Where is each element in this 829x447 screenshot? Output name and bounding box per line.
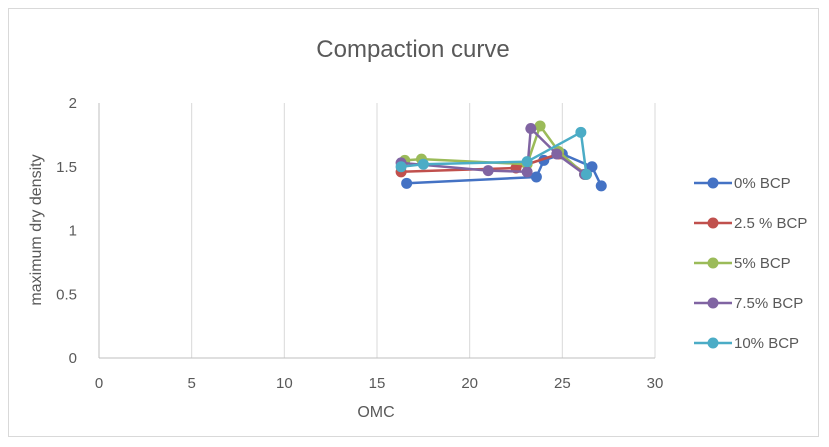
y-tick-label: 0.5: [56, 286, 77, 303]
y-axis-label: maximum dry density: [28, 154, 45, 305]
legend-item: 2.5 % BCP: [694, 215, 807, 232]
x-tick-label: 20: [461, 375, 478, 392]
x-tick-label: 5: [187, 375, 195, 392]
data-point: [521, 166, 533, 178]
data-point: [580, 168, 592, 180]
data-point: [521, 156, 533, 168]
legend-label: 5% BCP: [734, 255, 791, 272]
gridlines: [191, 103, 656, 358]
data-point: [395, 161, 407, 173]
legend-marker: [707, 297, 719, 309]
axes: 0 5 10 15 20 25 30 0 0.5 1 1.5 2: [56, 95, 663, 392]
legend-label: 2.5 % BCP: [734, 215, 807, 232]
y-tick-label: 1.5: [56, 159, 77, 176]
y-tick-label: 1: [69, 223, 77, 240]
y-tick-label: 2: [69, 95, 77, 112]
legend-marker: [707, 177, 719, 189]
chart-frame: [8, 8, 819, 437]
data-point: [525, 123, 537, 134]
data-point: [482, 165, 494, 177]
legend-item: 0% BCP: [694, 175, 791, 192]
data-point: [586, 161, 598, 173]
legend-marker: [707, 257, 719, 269]
data-point: [551, 148, 563, 160]
data-point: [530, 171, 542, 183]
legend-item: 7.5% BCP: [694, 295, 803, 312]
chart-title: Compaction curve: [316, 36, 509, 63]
legend-item: 10% BCP: [694, 335, 799, 352]
data-point: [595, 180, 607, 192]
x-axis-label: OMC: [357, 404, 394, 421]
legend-marker: [707, 217, 719, 229]
y-tick-label: 0: [69, 350, 77, 367]
data-point: [534, 120, 546, 132]
legend: 0% BCP 2.5 % BCP 5% BCP 7.5% BCP 10% BCP: [694, 175, 807, 352]
legend-label: 0% BCP: [734, 175, 791, 192]
data-point: [417, 158, 429, 170]
x-tick-label: 25: [554, 375, 571, 392]
legend-label: 7.5% BCP: [734, 295, 803, 312]
series-layer: [395, 120, 607, 192]
x-tick-label: 0: [95, 375, 103, 392]
series-5: [395, 126, 592, 180]
data-point: [575, 126, 587, 138]
x-tick-label: 10: [276, 375, 293, 392]
data-point: [401, 177, 413, 189]
x-tick-label: 15: [369, 375, 386, 392]
x-tick-label: 30: [647, 375, 664, 392]
legend-marker: [707, 337, 719, 349]
series-line: [400, 127, 586, 176]
legend-label: 10% BCP: [734, 335, 799, 352]
legend-item: 5% BCP: [694, 255, 791, 272]
